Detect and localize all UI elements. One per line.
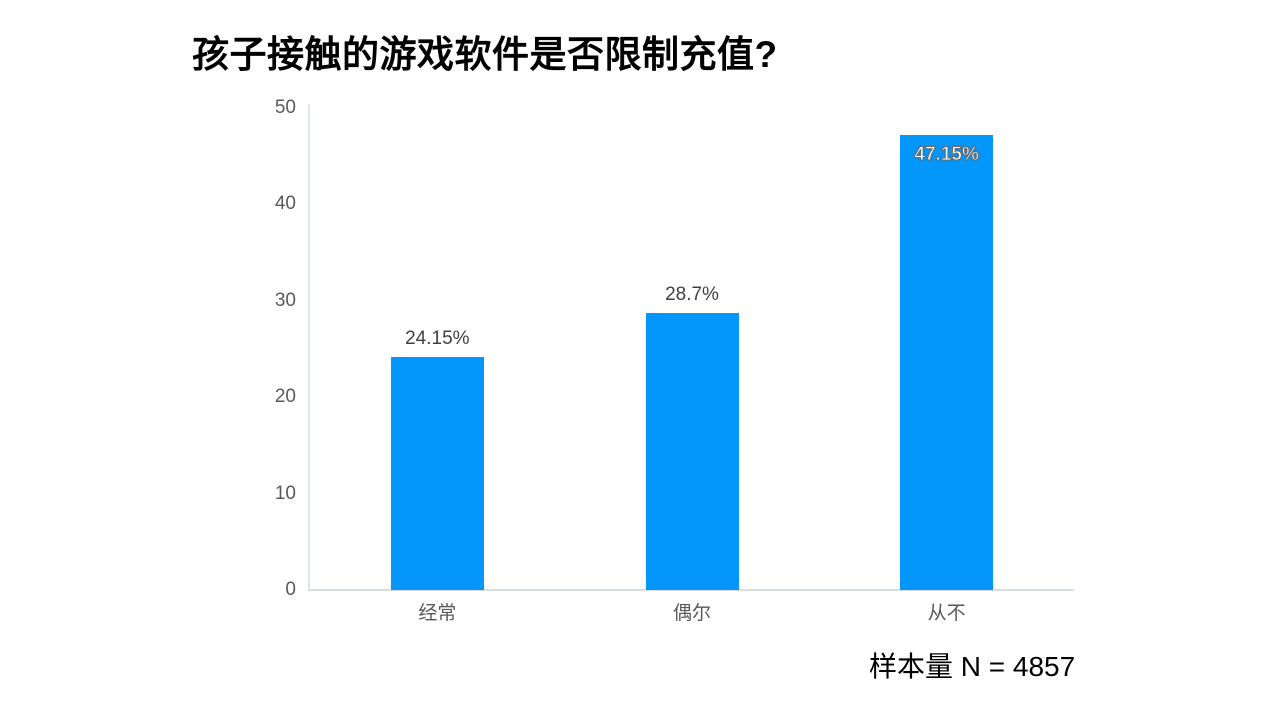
bar-value-label: 24.15% — [405, 328, 470, 350]
bar-value-label: 47.15% — [914, 144, 979, 166]
x-category-label: 从不 — [927, 603, 966, 624]
y-tick-label: 10 — [274, 482, 296, 504]
bar-偶尔 — [645, 313, 739, 590]
bar-从不 — [900, 135, 994, 590]
y-tick-label: 20 — [274, 386, 296, 408]
y-tick-label: 40 — [274, 193, 296, 215]
chart-title: 孩子接触的游戏软件是否限制充值? — [192, 34, 778, 75]
y-tick-label: 0 — [285, 579, 296, 600]
y-tick-label: 50 — [274, 97, 296, 118]
y-tick-label: 30 — [274, 289, 296, 311]
sample-size-note: 样本量 N = 4857 — [869, 651, 1076, 682]
y-axis-line — [308, 104, 310, 590]
x-category-label: 经常 — [418, 603, 457, 624]
x-category-label: 偶尔 — [672, 603, 711, 624]
bar-value-label: 28.7% — [665, 284, 719, 306]
bar-经常 — [390, 357, 484, 590]
x-axis-line — [308, 589, 1074, 591]
